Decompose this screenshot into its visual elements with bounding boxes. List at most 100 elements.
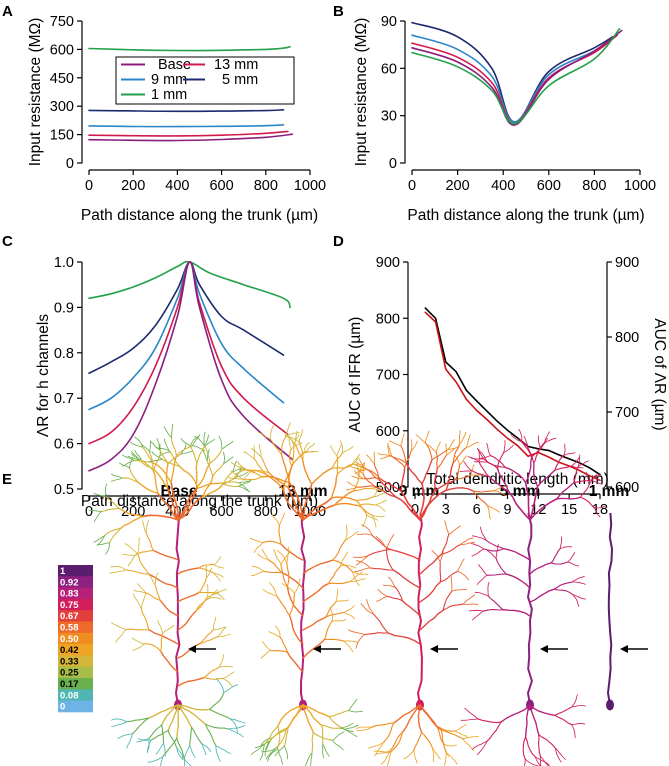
tuft-dendrite <box>218 435 223 450</box>
tuft-dendrite <box>193 436 205 446</box>
tuft-dendrite <box>333 489 355 506</box>
oblique-dendrite <box>208 597 222 600</box>
basal-dendrite <box>161 724 165 744</box>
tuft-dendrite <box>260 456 270 473</box>
oblique-dendrite <box>157 620 164 634</box>
basal-dendrite <box>259 744 265 761</box>
oblique-dendrite <box>249 537 264 544</box>
tuft-dendrite <box>232 460 237 473</box>
basal-dendrite <box>403 749 415 760</box>
oblique-dendrite <box>468 609 484 612</box>
tuft-dendrite <box>242 470 252 481</box>
tuft-dendrite <box>497 468 510 493</box>
oblique-dendrite <box>222 671 235 679</box>
oblique-dendrite <box>217 633 231 638</box>
panel-label-a: A <box>2 3 13 20</box>
basal-dendrite <box>148 704 179 719</box>
trunk-arrow-head <box>430 645 438 653</box>
oblique-dendrite <box>439 570 459 583</box>
chart-a-x-label: Path distance along the trunk (µm) <box>81 207 318 224</box>
tuft-dendrite <box>250 470 270 473</box>
tuft-dendrite <box>490 455 506 468</box>
oblique-dendrite <box>177 567 200 575</box>
oblique-dendrite <box>349 571 363 582</box>
tuft-dendrite <box>427 444 437 453</box>
tuft-dendrite <box>280 454 290 484</box>
tuft-dendrite <box>330 472 339 499</box>
oblique-dendrite <box>327 564 342 585</box>
chart-d-x-tick-label: 9 <box>503 502 511 518</box>
trunk-arrow-head <box>620 645 628 653</box>
oblique-dendrite <box>392 569 421 589</box>
basal-dendrite <box>476 740 488 756</box>
chart-c-x-tick-label: 600 <box>209 504 233 520</box>
basal-dendrite <box>189 726 193 747</box>
tuft-dendrite <box>341 445 354 454</box>
basal-dendrite <box>176 747 184 760</box>
soma <box>606 699 614 711</box>
tuft-dendrite <box>152 455 161 472</box>
basal-dendrite <box>229 718 246 724</box>
tuft-dendrite <box>150 441 160 451</box>
oblique-dendrite <box>450 575 453 592</box>
panel-label-e: E <box>2 471 12 488</box>
basal-dendrite <box>148 724 163 739</box>
colorbar-swatch <box>58 587 93 600</box>
tuft-dendrite <box>281 435 287 456</box>
basal-dendrite <box>254 741 270 749</box>
legend: Base 13 mm 9 mm 5 mm 1 mm <box>115 56 295 105</box>
oblique-dendrite <box>268 631 281 638</box>
tuft-dendrite <box>519 438 529 448</box>
tuft-dendrite <box>387 442 391 457</box>
tuft-dendrite <box>388 440 402 447</box>
trunk-arrow-head <box>188 645 196 653</box>
chart-d-y-tick-label: 700 <box>376 368 400 384</box>
basal-dendrite <box>320 724 324 745</box>
chart-a-x-tick-label: 1000 <box>294 178 326 194</box>
basal-dendrite <box>529 704 540 736</box>
chart-b-series-5-mm <box>411 21 614 123</box>
tuft-dendrite <box>452 443 461 464</box>
oblique-dendrite <box>122 553 136 556</box>
tuft-dendrite <box>563 443 566 457</box>
oblique-dendrite <box>198 591 217 594</box>
tuft-dendrite <box>267 471 289 489</box>
oblique-dendrite <box>280 563 288 588</box>
tuft-dendrite <box>232 469 244 480</box>
tuft-dendrite <box>577 460 590 467</box>
tuft-dendrite <box>510 434 523 443</box>
tuft-dendrite <box>121 477 139 483</box>
colorbar-label: 0.08 <box>60 690 79 701</box>
oblique-dendrite <box>571 576 585 583</box>
oblique-dendrite <box>145 520 150 534</box>
tuft-dendrite <box>159 451 171 457</box>
legend-label-base: Base <box>158 57 191 73</box>
oblique-dendrite <box>457 558 465 572</box>
basal-dendrite <box>111 721 127 727</box>
tuft-dendrite <box>571 465 584 469</box>
basal-dendrite <box>539 755 542 766</box>
basal-dendrite <box>229 718 238 733</box>
tuft-dendrite <box>435 451 438 469</box>
basal-dendrite <box>200 742 207 756</box>
tuft-dendrite <box>331 452 343 469</box>
tuft-dendrite <box>110 473 123 479</box>
chart-d-y-right-tick-label: 700 <box>615 405 639 421</box>
tuft-dendrite <box>366 514 379 521</box>
chart-d-y-tick-label: 600 <box>376 424 400 440</box>
oblique-dendrite <box>162 624 175 634</box>
apical-trunk <box>174 512 181 706</box>
tuft-dendrite <box>452 447 467 464</box>
oblique-dendrite <box>206 584 209 598</box>
basal-dendrite <box>524 704 531 738</box>
panel-label-d: D <box>333 233 344 250</box>
oblique-dendrite <box>253 542 264 554</box>
tuft-dendrite <box>458 430 461 445</box>
oblique-dendrite <box>448 525 461 535</box>
chart-c: 0 200 400 600 800 10000.50.60.70.80.91.0Path … <box>35 255 326 520</box>
tuft-dendrite <box>287 486 304 521</box>
chart-a-y-tick-label: 300 <box>50 99 74 115</box>
tuft-dendrite <box>305 450 319 453</box>
oblique-dendrite <box>485 539 505 550</box>
tuft-dendrite <box>137 481 159 495</box>
